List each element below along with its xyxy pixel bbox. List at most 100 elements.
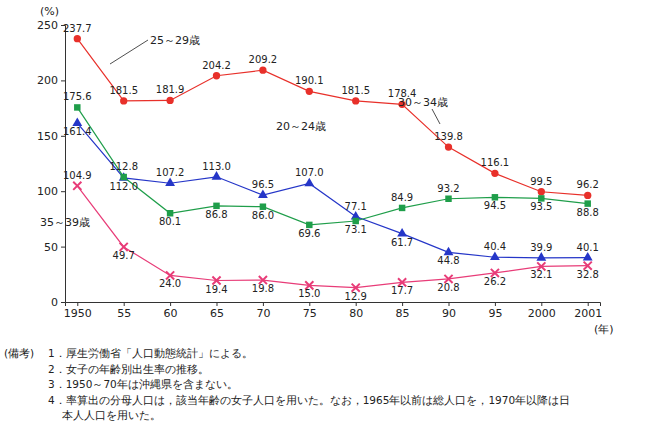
x-tick-mark — [77, 302, 78, 306]
x-tick-label: 70 — [256, 307, 270, 320]
data-label: 181.5 — [109, 85, 138, 96]
series-marker — [352, 97, 359, 104]
series-name: 25～29歳 — [150, 34, 200, 47]
series-marker — [165, 178, 175, 187]
data-label: 181.5 — [341, 85, 370, 96]
note-line: 3．1950～70年は沖縄県を含まない。 — [48, 378, 238, 390]
series-name: 20～24歳 — [276, 120, 326, 133]
x-tick-mark — [449, 302, 450, 306]
data-label: 86.8 — [205, 209, 227, 220]
y-tick-mark — [61, 302, 65, 303]
x-tick-mark — [402, 302, 403, 306]
x-tick-mark — [541, 302, 542, 306]
data-labels: 237.7181.5181.9204.2209.2190.1181.5178.4… — [63, 23, 599, 302]
data-label: 181.9 — [156, 84, 185, 95]
x-tick-mark — [495, 302, 496, 306]
data-label: 15.0 — [298, 288, 320, 299]
data-label: 49.7 — [113, 250, 135, 261]
series-line — [77, 186, 587, 288]
x-tick: 90 — [442, 302, 456, 320]
x-tick-label: 65 — [210, 307, 224, 320]
data-label: 86.0 — [252, 210, 274, 221]
x-tick-label: 85 — [396, 307, 410, 320]
notes-heading: (備考) — [4, 347, 34, 359]
x-tick-mark — [263, 302, 264, 306]
data-label: 12.9 — [345, 291, 367, 302]
data-label: 99.5 — [530, 176, 552, 187]
x-tick-mark — [588, 302, 589, 306]
y-tick-mark — [61, 191, 65, 192]
x-tick: 80 — [349, 302, 363, 320]
leader-line — [432, 109, 440, 124]
data-label: 113.0 — [202, 161, 231, 172]
data-label: 24.0 — [159, 278, 181, 289]
y-tick-label: 150 — [37, 130, 58, 143]
y-tick-label: 100 — [37, 185, 58, 198]
data-label: 237.7 — [63, 23, 92, 34]
series-marker — [399, 205, 405, 211]
x-tick-label: 75 — [303, 307, 317, 320]
series-marker — [538, 188, 545, 195]
data-label: 69.6 — [298, 228, 320, 239]
y-tick-label: 200 — [37, 74, 58, 87]
x-tick: 75 — [303, 302, 317, 320]
x-axis-title: (年) — [594, 323, 614, 336]
data-label: 77.1 — [345, 201, 367, 212]
x-tick: 2001 — [574, 302, 602, 320]
x-tick: 1950 — [64, 302, 92, 320]
x-tick-label: 80 — [349, 307, 363, 320]
y-tick: 250 — [37, 19, 65, 32]
data-label: 116.1 — [481, 157, 510, 168]
series-marker — [306, 88, 313, 95]
data-label: 17.7 — [391, 285, 413, 296]
y-axis: 0 50 100 150 200 250 — [37, 19, 66, 309]
series-marker — [212, 171, 222, 180]
series-name: 30～34歳 — [398, 96, 448, 109]
y-tick: 100 — [37, 185, 65, 198]
series-marker — [491, 170, 498, 177]
y-tick: 150 — [37, 130, 65, 143]
x-tick: 85 — [396, 302, 410, 320]
series-marker — [584, 192, 591, 199]
x-tick-label: 1950 — [64, 307, 92, 320]
series-line — [77, 107, 587, 224]
data-label: 84.9 — [391, 192, 413, 203]
series-marker — [72, 117, 82, 126]
chart-svg: 0501001502002501950556065707580859095200… — [0, 0, 650, 423]
series-marker — [444, 247, 454, 256]
series-marker — [74, 104, 80, 110]
x-tick-mark — [124, 302, 125, 306]
y-tick-label: 50 — [44, 241, 58, 254]
series-marker — [490, 252, 500, 261]
x-tick-label: 90 — [442, 307, 456, 320]
series-marker — [213, 72, 220, 79]
data-label: 19.4 — [205, 284, 227, 295]
y-axis-title: (%) — [40, 5, 59, 18]
data-label: 73.1 — [345, 224, 367, 235]
chart-container: 0501001502002501950556065707580859095200… — [0, 0, 650, 423]
series-marker — [74, 35, 81, 42]
data-label: 19.8 — [252, 283, 274, 294]
series-marker — [120, 97, 127, 104]
data-label: 112.0 — [109, 181, 138, 192]
series-marker — [397, 228, 407, 237]
data-label: 26.2 — [484, 276, 506, 287]
x-tick: 70 — [256, 302, 270, 320]
series-marker — [445, 195, 451, 201]
data-label: 40.1 — [577, 242, 599, 253]
data-label: 61.7 — [391, 237, 413, 248]
data-label: 139.8 — [434, 131, 463, 142]
x-tick: 2000 — [528, 302, 556, 320]
x-tick-mark — [309, 302, 310, 306]
data-label: 93.2 — [437, 183, 459, 194]
series-marker — [259, 67, 266, 74]
data-label: 88.8 — [577, 207, 599, 218]
note-line: 本人人口を用いた。 — [62, 409, 161, 421]
notes: (備考)1．厚生労働省「人口動態統計」による。2．女子の年齢別出生率の推移。3．… — [4, 347, 570, 421]
series-marker — [536, 252, 546, 261]
data-label: 32.8 — [577, 269, 599, 280]
data-label: 20.8 — [437, 282, 459, 293]
y-tick-label: 0 — [51, 296, 58, 309]
data-label: 96.5 — [252, 179, 274, 190]
series-line — [77, 39, 587, 196]
